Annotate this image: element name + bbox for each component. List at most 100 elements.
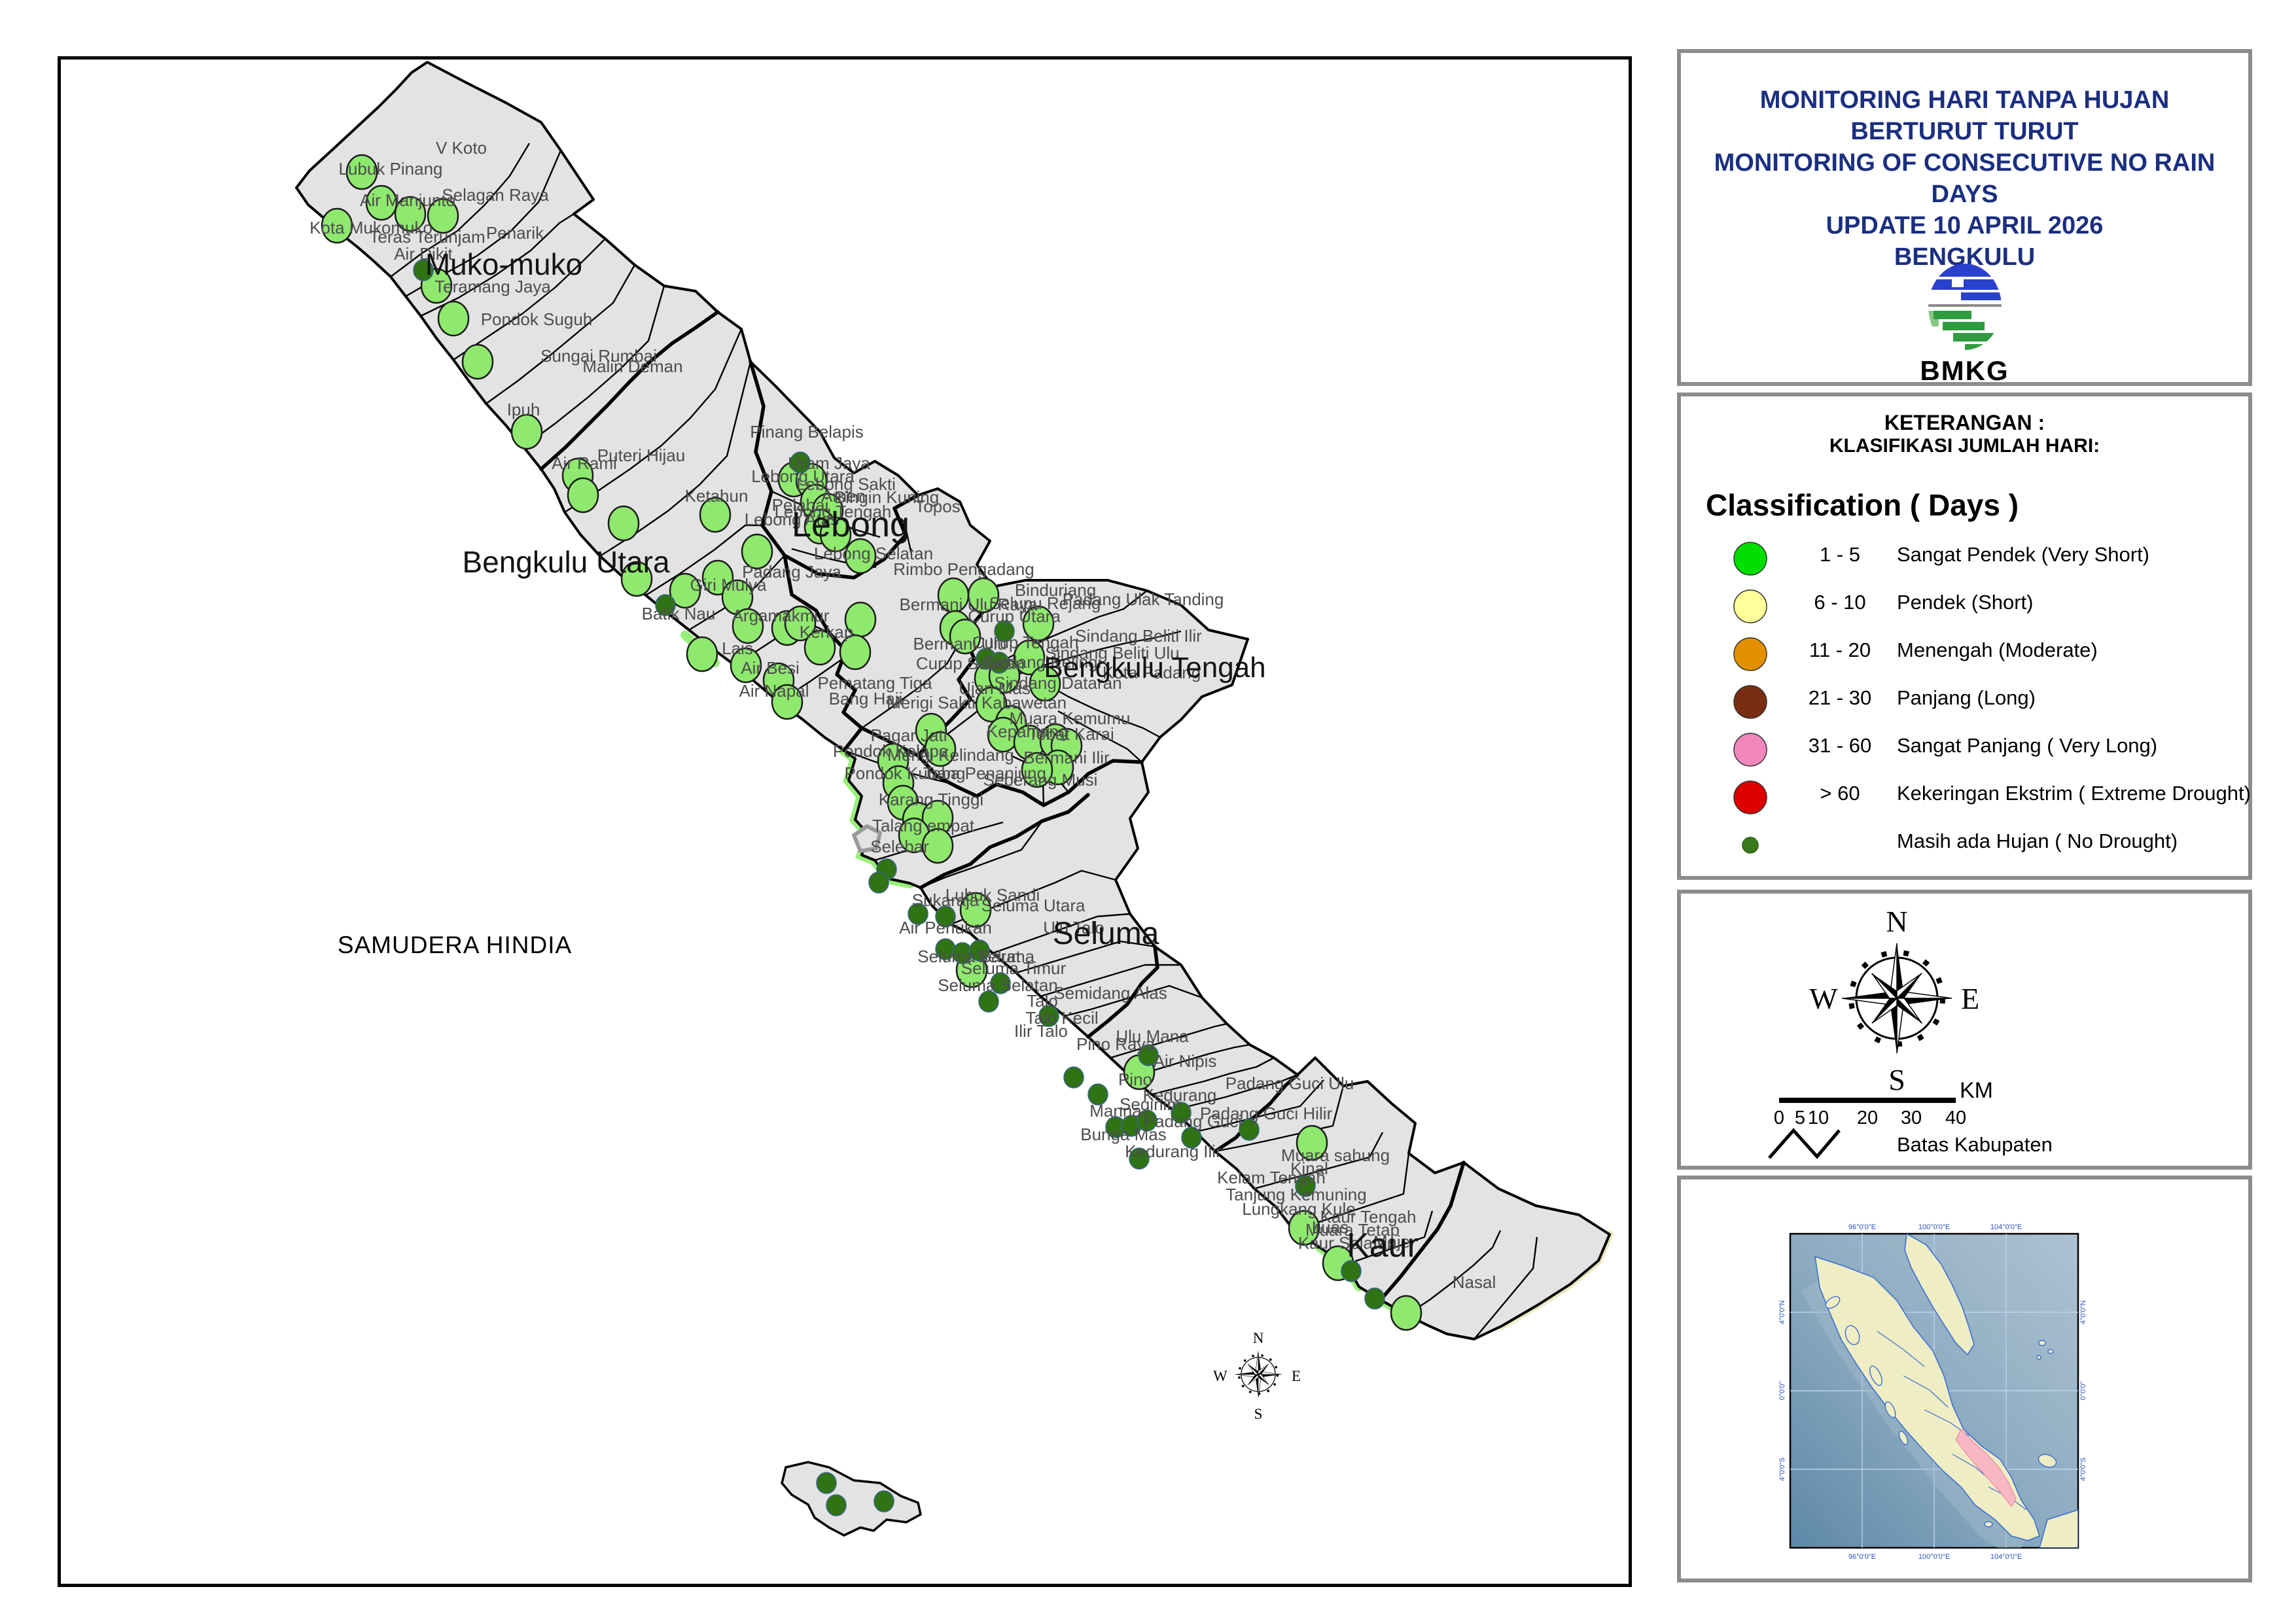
subdistrict-label: Muara Tetap (1305, 1220, 1400, 1240)
station-very-short-marker (924, 731, 957, 767)
station-no-drought-marker (978, 990, 999, 1013)
station-very-short-marker (1390, 1295, 1422, 1331)
legend-row: 21 - 30 Panjang (Long) (1681, 678, 2248, 726)
legend-label: Panjang (Long) (1897, 686, 2036, 709)
station-no-drought-marker (655, 594, 676, 616)
subdistrict-label: Ilir Talo (1014, 1021, 1068, 1041)
district-label: Kaur (1347, 1227, 1419, 1265)
station-no-drought-marker (1129, 1147, 1150, 1170)
legend-swatch-no-drought-icon (1742, 837, 1759, 854)
subdistrict-label: Muara sahung (1281, 1145, 1390, 1165)
station-very-short-marker (567, 477, 599, 514)
station-very-short-marker (1029, 665, 1061, 702)
subdistrict-label: V Koto (436, 138, 487, 158)
subdistrict-label: Air Nipis (1154, 1051, 1217, 1071)
title-line-4: UPDATE 10 APRIL 2026 (1826, 212, 2104, 239)
legend-label: Masih ada Hujan ( No Drought) (1897, 829, 2178, 852)
station-very-short-marker (1296, 1125, 1328, 1161)
station-very-short-marker (819, 516, 852, 553)
subdistrict-label: Kabawetan (981, 693, 1067, 712)
subdistrict-label: Lungkang Kule (1242, 1199, 1355, 1219)
subdistrict-label: Merigi Sakti (887, 693, 976, 712)
subdistrict-label: Ipuh (507, 400, 540, 419)
enggano-island (781, 1461, 922, 1537)
legend-label: Sangat Pendek (Very Short) (1897, 543, 2150, 566)
subdistrict-label: Taba Penanjung (923, 763, 1046, 783)
subdistrict-label: Sindang Kelingi (983, 652, 1102, 672)
subdistrict-label: Sungai Rumbai (540, 346, 657, 366)
subdistrict-label: Giri Mulya (690, 575, 767, 595)
station-very-short-marker (967, 577, 1000, 614)
subdistrict-label: Pagar Jati (870, 725, 947, 745)
subdistrict-label: Lebong Atas (745, 510, 839, 529)
station-no-drought-marker (874, 1490, 894, 1512)
station-very-short-marker (321, 207, 353, 244)
title-line-2: BERTURUT TURUT (1850, 118, 2079, 145)
bmkg-logo-text: BMKG (1920, 355, 2009, 386)
subdistrict-label: Ketahun (685, 486, 749, 506)
scale-unit: KM (1960, 1078, 1993, 1103)
kabupaten-boundaries (539, 310, 1466, 1302)
subdistrict-label: Semidang Alas (1053, 983, 1167, 1003)
inmap-compass-s: S (1254, 1406, 1263, 1422)
subdistrict-label: Talo (1027, 991, 1058, 1011)
compass-n: N (1886, 905, 1907, 938)
svg-text:4°0'0"N: 4°0'0"N (2079, 1300, 2087, 1325)
inset-peninsula (1904, 1234, 1975, 1356)
subdistrict-label: Lebong Selatan (814, 544, 933, 563)
subdistrict-label: Padang Guci (1144, 1111, 1242, 1131)
svg-text:96°0'0"E: 96°0'0"E (1848, 1553, 1876, 1561)
station-very-short-marker (394, 196, 427, 232)
subdistrict-label: Sindang Beliti Ilir (1075, 626, 1202, 646)
inset-map: 96°0'0"E 100°0'0"E 104°0'0"E 96°0'0"E 10… (1778, 1223, 2087, 1561)
legend-row: 31 - 60 Sangat Panjang ( Very Long) (1681, 726, 2248, 774)
subdistrict-label: Curup Selatan (916, 654, 1025, 673)
subdistrict-label: Kaur Tengah (1320, 1207, 1417, 1227)
station-no-drought-marker (868, 871, 889, 894)
legend-swatch-very-long-icon (1733, 733, 1767, 767)
subdistrict-label: Air Besi (741, 658, 800, 678)
station-no-drought-marker (1138, 1044, 1159, 1066)
subdistrict-label: Air Rami (552, 453, 617, 473)
subdistrict-label: Batik Nau (642, 604, 716, 623)
legend-row: Masih ada Hujan ( No Drought) (1681, 822, 2248, 869)
svg-text:96°0'0"E: 96°0'0"E (1848, 1223, 1876, 1231)
subdistrict-label: Ulu Mana (1116, 1026, 1189, 1046)
subdistrict-label: Seberang Musi (983, 770, 1098, 790)
subdistrict-label: Pelabai (772, 495, 829, 515)
subdistrict-label: Seluma (977, 947, 1035, 966)
station-no-drought-marker (969, 939, 990, 962)
legend-swatch-very-short-icon (1733, 542, 1767, 576)
subdistrict-label: Seginim (1120, 1094, 1181, 1114)
subdistrict-label: Rimbo Pengadang (893, 559, 1034, 579)
subdistrict-label: Manna (1089, 1101, 1142, 1121)
subdistrict-label: Pondok Kubang (844, 763, 965, 783)
subdistrict-label: Sindang Beliti Ulu (1045, 643, 1179, 663)
station-no-drought-marker (816, 1472, 837, 1494)
subdistrict-label: Lebong Tengah (775, 502, 892, 521)
subdistrict-label: Padang Guci Hilir (1200, 1104, 1333, 1123)
subdistrict-label: Bermani Ilir (1023, 748, 1110, 767)
subdistrict-label: Padang Guci Ulu (1226, 1073, 1354, 1093)
station-no-drought-marker (1341, 1260, 1362, 1282)
subdistrict-label: Bingin Kuning (834, 487, 939, 507)
station-very-short-marker (741, 533, 773, 570)
station-very-short-marker (844, 538, 877, 574)
compass-s: S (1888, 1063, 1905, 1096)
legend-label: Sangat Panjang ( Very Long) (1897, 734, 2158, 757)
subdistrict-label: Penarik (486, 223, 544, 243)
svg-text:4°0'0"S: 4°0'0"S (2079, 1457, 2087, 1481)
inmap-compass-e: E (1292, 1368, 1301, 1384)
subdistrict-label: Muara Kemumu (1010, 708, 1131, 728)
subdistrict-label: Luas (1312, 1217, 1349, 1237)
svg-text:4°0'0"S: 4°0'0"S (1778, 1457, 1786, 1481)
district-label: Lebong (792, 505, 910, 544)
legend-swatch-extreme-icon (1733, 780, 1767, 814)
subdistrict-label: Uram Jaya (788, 453, 870, 473)
station-no-drought-marker (1087, 1083, 1108, 1106)
title-line-3: MONITORING OF CONSECUTIVE NO RAIN DAYS (1714, 149, 2216, 208)
scale-tick-10: 10 (1808, 1108, 1829, 1128)
subdistrict-label: Bermani Ulu Raya (900, 595, 1038, 614)
